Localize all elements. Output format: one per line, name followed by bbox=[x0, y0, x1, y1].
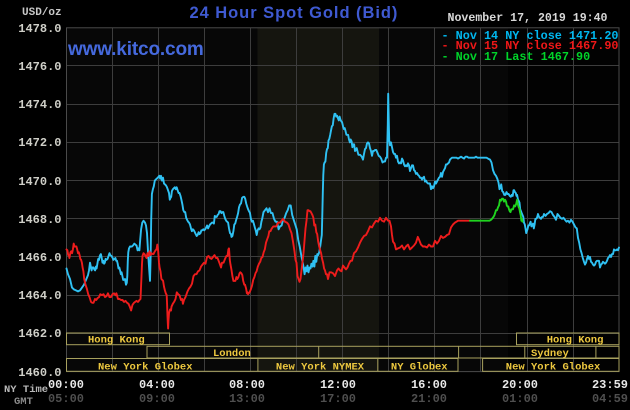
svg-text:New York NYMEX: New York NYMEX bbox=[276, 361, 365, 373]
svg-text:Hong Kong: Hong Kong bbox=[88, 335, 145, 347]
svg-text:Hong Kong: Hong Kong bbox=[547, 335, 604, 347]
svg-text:NY Globex: NY Globex bbox=[391, 361, 448, 373]
svg-text:London: London bbox=[213, 348, 251, 360]
svg-text:Sydney: Sydney bbox=[531, 348, 570, 360]
svg-text:New York Globex: New York Globex bbox=[506, 361, 601, 373]
svg-text:New York Globex: New York Globex bbox=[98, 361, 193, 373]
